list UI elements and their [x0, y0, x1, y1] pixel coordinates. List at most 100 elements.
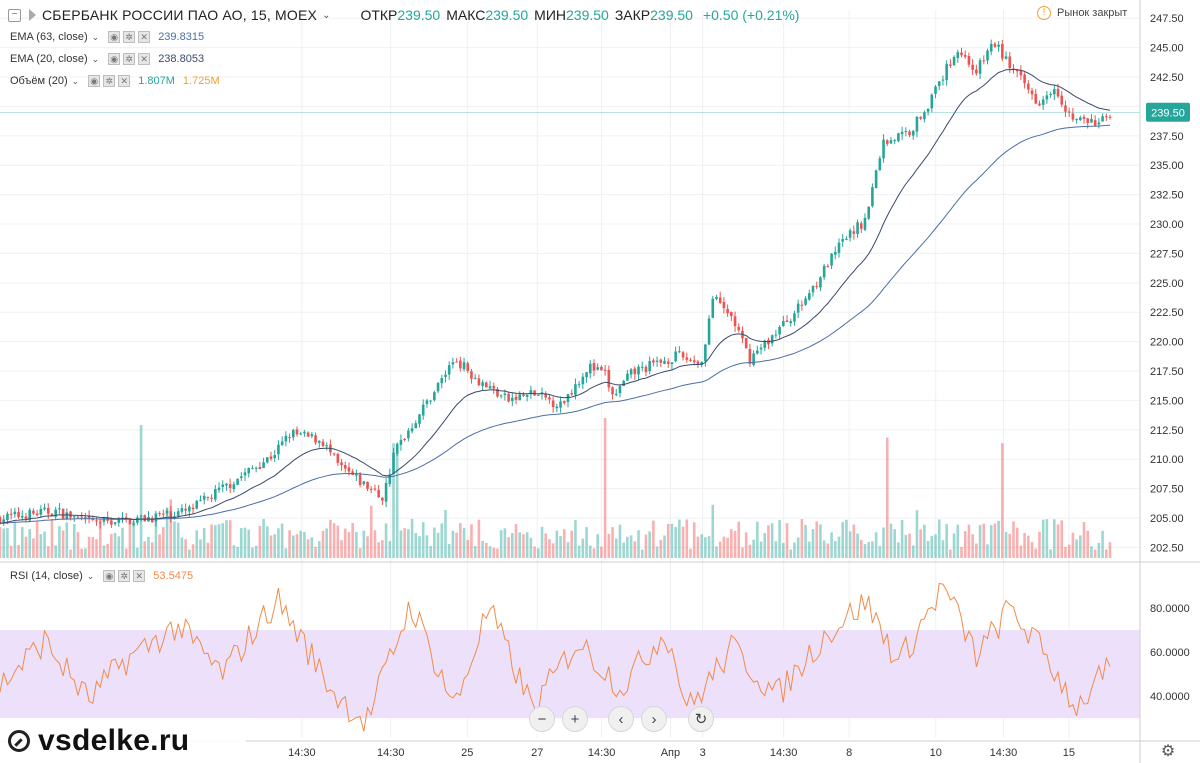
volume-bar: [878, 546, 882, 558]
candle: [1019, 70, 1023, 76]
volume-bar: [730, 529, 733, 558]
chevron-down-icon[interactable]: ⌄: [91, 53, 100, 64]
candle: [978, 60, 982, 74]
chevron-down-icon[interactable]: ⌄: [71, 75, 80, 86]
price-tick-label: 202.50: [1150, 542, 1184, 554]
volume-bar: [841, 522, 845, 558]
gear-icon[interactable]: ✲: [123, 31, 136, 43]
volume-bar: [859, 539, 863, 558]
eye-icon[interactable]: ◉: [103, 570, 116, 582]
candle: [17, 512, 20, 518]
candle: [1053, 89, 1056, 95]
price-axis[interactable]: 247.50245.00242.50240.00237.50235.00232.…: [1150, 13, 1184, 554]
legend-rsi[interactable]: RSI (14, close) ⌄ ◉ ✲ ✕ 53.5475: [10, 567, 193, 585]
close-icon[interactable]: ✕: [118, 75, 131, 87]
reset-button[interactable]: ↻: [688, 706, 714, 732]
volume-bar: [733, 530, 737, 558]
volume-bar: [399, 530, 403, 558]
rsi-line: [0, 582, 1111, 732]
eye-icon[interactable]: ◉: [88, 75, 101, 87]
eye-icon[interactable]: ◉: [108, 53, 121, 65]
volume-bar: [84, 548, 87, 558]
rsi-axis[interactable]: 80.0000 60.0000 40.0000: [1150, 603, 1190, 703]
candle: [154, 513, 158, 522]
flag-icon[interactable]: [29, 9, 36, 21]
eye-icon[interactable]: ◉: [108, 31, 121, 43]
volume-bar: [1004, 531, 1008, 558]
warning-icon[interactable]: !: [1037, 6, 1051, 20]
chevron-down-icon[interactable]: ⌄: [86, 570, 95, 581]
candle: [830, 253, 833, 266]
volume-bar: [351, 523, 354, 558]
volume-bar: [900, 520, 904, 558]
volume-bar: [626, 536, 629, 558]
candle: [562, 401, 566, 404]
candle: [317, 440, 321, 443]
candle: [859, 223, 863, 229]
volume-bar: [830, 532, 833, 558]
volume-bar: [277, 528, 280, 558]
volume-bar: [169, 499, 173, 558]
volume-bar: [362, 530, 366, 558]
close-icon[interactable]: ✕: [138, 53, 151, 65]
candle: [1012, 68, 1015, 70]
volume-bar: [310, 537, 314, 558]
scroll-left-button[interactable]: ‹: [608, 706, 634, 732]
volume-bar: [952, 533, 956, 558]
volume-bar: [39, 534, 43, 558]
candle: [247, 467, 251, 474]
candle: [878, 158, 882, 170]
candle: [588, 363, 592, 374]
candle: [700, 362, 703, 365]
time-tick-label: Апр: [661, 747, 680, 759]
chevron-down-icon[interactable]: ⌄: [322, 9, 331, 21]
candle: [403, 438, 406, 440]
candle: [525, 394, 529, 397]
volume-bar: [110, 533, 113, 558]
gear-icon[interactable]: ✲: [118, 570, 131, 582]
legend-ema20[interactable]: EMA (20, close) ⌄ ◉ ✲ ✕ 238.8053: [10, 50, 204, 68]
candle: [466, 363, 470, 372]
candle: [288, 437, 291, 439]
scroll-right-button[interactable]: ›: [641, 706, 667, 732]
candle: [143, 515, 147, 522]
volume-bar: [455, 532, 458, 558]
candle: [254, 467, 258, 469]
gear-icon[interactable]: ✲: [123, 53, 136, 65]
volume-bar: [756, 521, 759, 558]
candle: [522, 394, 525, 396]
zoom-in-button[interactable]: +: [562, 706, 588, 732]
collapse-button[interactable]: −: [8, 8, 21, 22]
candle: [911, 130, 915, 136]
candle: [444, 374, 447, 377]
volume-bar: [997, 520, 1000, 558]
candle: [993, 43, 997, 47]
volume-bar: [856, 533, 859, 558]
candle: [1090, 118, 1093, 123]
legend-ema63[interactable]: EMA (63, close) ⌄ ◉ ✲ ✕ 239.8315: [10, 28, 204, 46]
candle: [72, 516, 76, 518]
close-icon[interactable]: ✕: [133, 570, 146, 582]
candle: [102, 517, 106, 522]
time-axis[interactable]: 14:30 14:30 25 27 14:30 Апр 3 14:30 8 10 14:30 15: [288, 747, 1075, 759]
candle: [24, 516, 28, 520]
volume-bar: [1049, 549, 1052, 558]
zoom-out-button[interactable]: −: [529, 706, 555, 732]
candle: [763, 340, 767, 348]
legend-volume[interactable]: Объём (20) ⌄ ◉ ✲ ✕ 1.807M 1.725M: [10, 72, 220, 90]
symbol-title[interactable]: СБЕРБАНК РОССИИ ПАО АО, 15, MOEX: [42, 7, 318, 23]
candle: [236, 478, 239, 485]
gear-icon[interactable]: ✲: [103, 75, 116, 87]
volume-bar: [128, 524, 132, 558]
price-tick-label: 245.00: [1150, 43, 1184, 55]
volume-bar: [889, 523, 893, 558]
candle: [20, 515, 24, 518]
settings-gear-icon[interactable]: ⚙: [1160, 743, 1176, 760]
chevron-down-icon[interactable]: ⌄: [91, 31, 100, 42]
candle: [637, 366, 640, 375]
close-icon[interactable]: ✕: [138, 31, 151, 43]
price-tick-label: 205.00: [1150, 513, 1184, 525]
candle: [518, 394, 522, 401]
market-status-text: Рынок закрыт: [1057, 7, 1128, 19]
